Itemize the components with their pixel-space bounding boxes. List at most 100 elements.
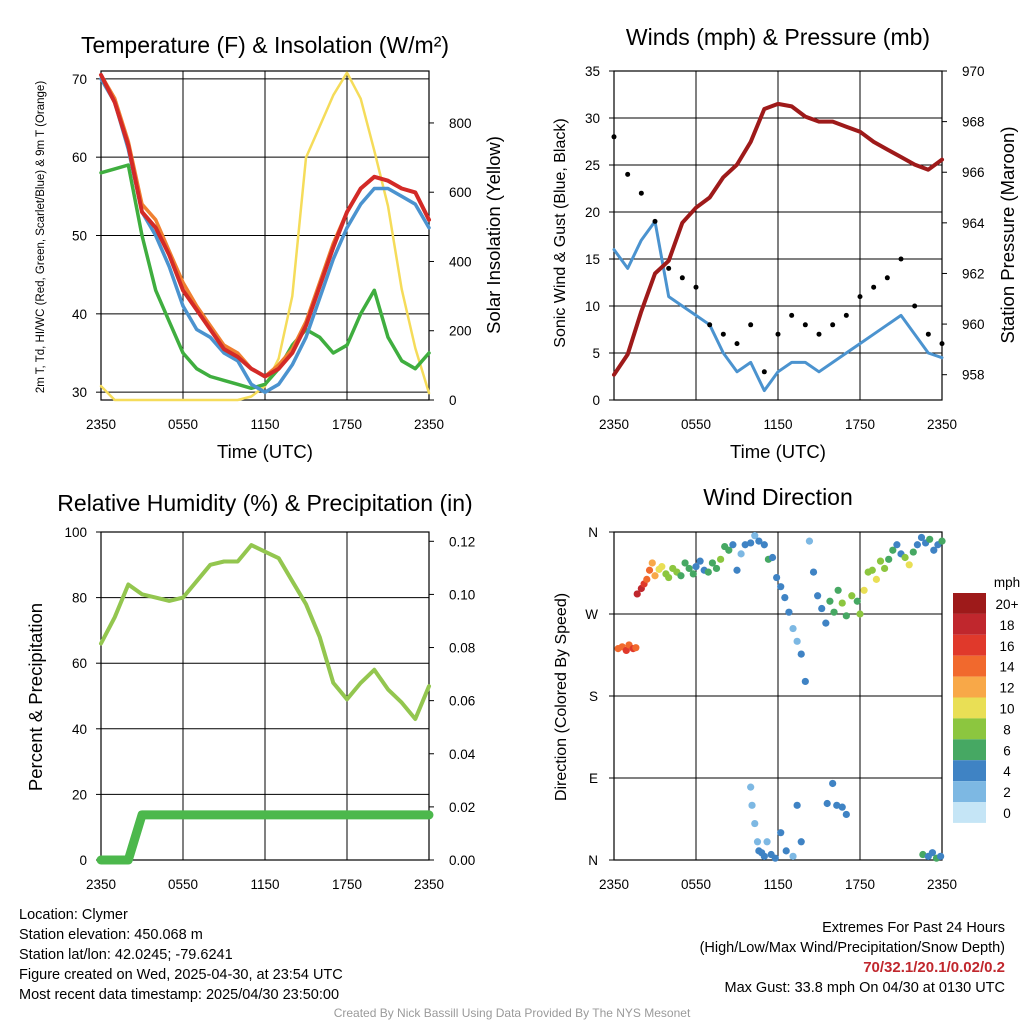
rh-y2-tick-label: 0.00 bbox=[449, 853, 475, 868]
dir-point bbox=[937, 852, 945, 860]
wind-y2-tick-label: 968 bbox=[962, 115, 985, 130]
wind-x-tick-label: 1150 bbox=[763, 417, 792, 432]
dir-point bbox=[748, 801, 756, 809]
dir-point bbox=[793, 637, 801, 645]
dir-point bbox=[777, 829, 785, 837]
dir-point bbox=[777, 583, 785, 591]
temp-y2-tick-label: 600 bbox=[449, 185, 472, 200]
dir-point bbox=[665, 573, 673, 582]
wind-y-tick-label: 20 bbox=[585, 205, 600, 220]
dir-point bbox=[747, 539, 755, 547]
dir-point bbox=[830, 608, 838, 616]
temp-y-tick-label: 70 bbox=[72, 72, 87, 87]
dir-point bbox=[704, 568, 712, 576]
temp-y-tick-label: 60 bbox=[72, 150, 87, 165]
dir-x-tick-label: 1150 bbox=[763, 877, 792, 892]
dir-legend-label: 4 bbox=[1003, 764, 1011, 779]
dir-legend-swatch bbox=[953, 739, 986, 761]
dir-y-axis-label: Direction (Colored By Speed) bbox=[553, 593, 570, 801]
rh-y2-tick-label: 0.02 bbox=[449, 800, 475, 815]
temp-x-tick-label: 2350 bbox=[414, 417, 444, 432]
dir-point bbox=[868, 566, 876, 574]
rh-x-tick-label: 1150 bbox=[250, 877, 279, 892]
dir-legend-swatch bbox=[953, 613, 986, 635]
dir-point bbox=[809, 568, 818, 576]
temp-x-tick-label: 2350 bbox=[86, 417, 116, 432]
dir-point bbox=[876, 557, 885, 565]
dir-legend-swatch bbox=[953, 634, 986, 656]
dir-legend-label: 14 bbox=[999, 660, 1015, 675]
dir-point bbox=[919, 850, 927, 859]
dir-point bbox=[928, 849, 937, 857]
dir-legend-swatch bbox=[953, 593, 986, 614]
wind-x-tick-label: 2350 bbox=[599, 417, 629, 432]
wind-y-tick-label: 5 bbox=[592, 346, 600, 361]
dir-legend-swatch bbox=[953, 718, 986, 740]
dir-y-tick-label: W bbox=[585, 607, 598, 622]
temp-y2-axis-label: Solar Insolation (Yellow) bbox=[483, 136, 504, 334]
dir-point bbox=[805, 537, 814, 545]
wind-chart-title: Winds (mph) & Pressure (mb) bbox=[626, 24, 930, 50]
wind-y-tick-label: 30 bbox=[585, 111, 600, 126]
wind-y2-tick-label: 958 bbox=[962, 368, 985, 383]
rh-x-tick-label: 2350 bbox=[414, 877, 444, 892]
dir-y-tick-label: N bbox=[588, 525, 598, 540]
dir-legend-label: 12 bbox=[999, 681, 1014, 696]
rh-plot-frame bbox=[100, 531, 430, 861]
dir-point bbox=[760, 852, 768, 860]
wind-series-blue-line bbox=[612, 219, 944, 393]
dir-legend-label: 2 bbox=[1003, 785, 1011, 800]
dir-x-tick-label: 1750 bbox=[845, 877, 875, 892]
wind-series-black-point bbox=[720, 331, 726, 337]
station-info: Location: Clymer Station elevation: 450.… bbox=[19, 905, 343, 1005]
wind-series-black-point bbox=[693, 284, 699, 290]
wind-series-black-point bbox=[816, 331, 822, 337]
temperature-panel: 30 40 50 60 70 0 200 400 600 800 2350 0550 1150 1750 2… bbox=[35, 32, 504, 462]
dir-legend-label: 0 bbox=[1003, 806, 1011, 821]
dir-point bbox=[801, 677, 809, 686]
dir-chart-title: Wind Direction bbox=[703, 484, 853, 510]
dir-point bbox=[872, 575, 881, 583]
dir-point bbox=[793, 801, 801, 809]
rh-y-tick-label: 0 bbox=[79, 853, 87, 868]
wind-series-black-point bbox=[638, 190, 644, 196]
dir-point bbox=[632, 644, 640, 652]
wind-series-black-point bbox=[761, 369, 767, 375]
temp-y-tick-label: 30 bbox=[72, 385, 87, 400]
dir-point bbox=[648, 559, 656, 567]
wind-x-tick-label: 0550 bbox=[681, 417, 711, 432]
wind-y2-tick-label: 962 bbox=[962, 266, 985, 281]
temp-y-tick-label: 40 bbox=[72, 307, 87, 322]
dir-point bbox=[651, 572, 659, 580]
dir-point bbox=[753, 838, 762, 846]
dir-point bbox=[717, 555, 725, 563]
rh-y-tick-label: 40 bbox=[72, 722, 87, 737]
rh-y-tick-label: 100 bbox=[64, 525, 87, 540]
wind-x-tick-label: 1750 bbox=[845, 417, 875, 432]
rh-x-tick-label: 2350 bbox=[86, 877, 116, 892]
wind-y-tick-label: 15 bbox=[585, 252, 600, 267]
extremes-info: Extremes For Past 24 Hours (High/Low/Max… bbox=[700, 918, 1005, 998]
dir-point bbox=[913, 541, 922, 549]
dir-point bbox=[917, 533, 926, 542]
dir-point bbox=[712, 564, 721, 573]
dir-point bbox=[708, 559, 717, 567]
extremes-values: 70/32.1/20.1/0.02/0.2 bbox=[863, 959, 1005, 976]
dir-point bbox=[814, 592, 822, 600]
wind-series-black-point bbox=[871, 284, 877, 290]
dir-point bbox=[905, 561, 913, 569]
temp-y2-tick-label: 0 bbox=[449, 393, 457, 408]
temp-y2-tick-label: 400 bbox=[449, 254, 472, 269]
dir-point bbox=[747, 783, 755, 791]
wind-series-black-point bbox=[625, 171, 631, 177]
dir-legend-label: 10 bbox=[999, 702, 1014, 717]
dir-point bbox=[789, 624, 797, 633]
dir-point bbox=[818, 604, 826, 613]
dir-y-tick-label: S bbox=[589, 689, 598, 704]
wind-series-black-point bbox=[679, 275, 685, 281]
dir-point bbox=[658, 563, 666, 571]
wind-series-maroon-line bbox=[612, 101, 944, 377]
rh-y2-tick-label: 0.04 bbox=[449, 747, 476, 762]
dir-point bbox=[692, 563, 700, 571]
